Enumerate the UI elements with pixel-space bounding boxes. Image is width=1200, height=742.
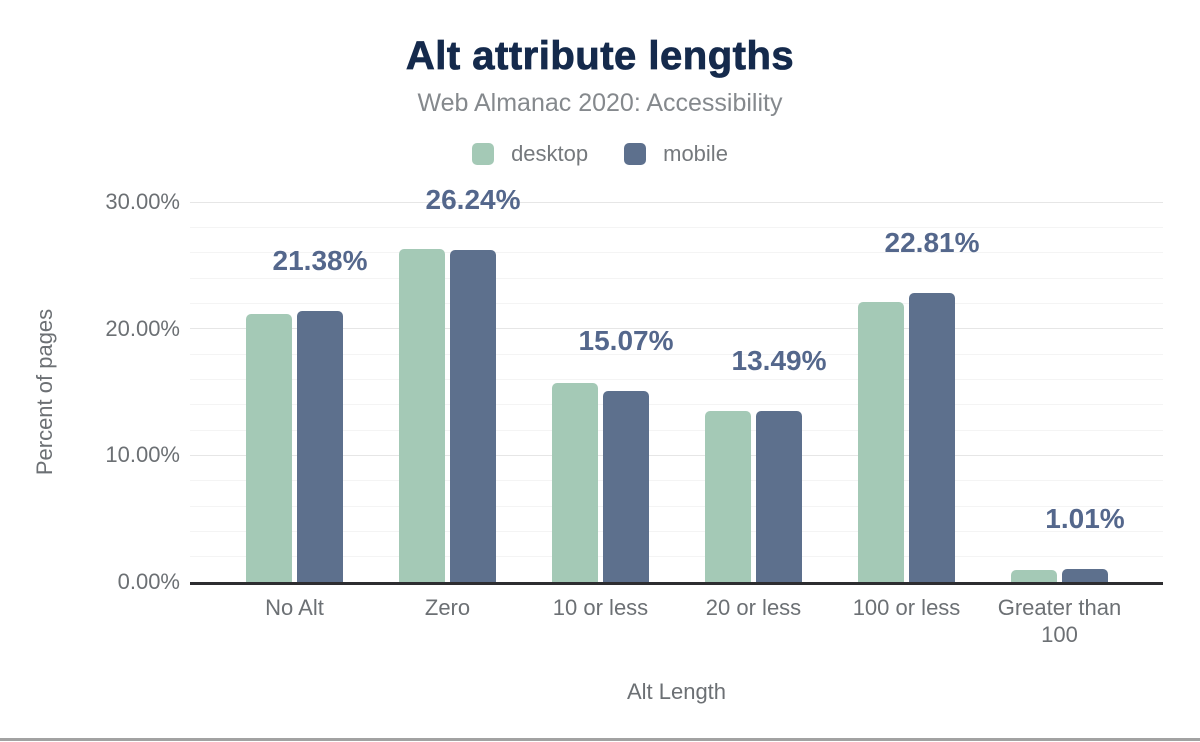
x-category-label: No Alt — [265, 595, 324, 620]
minor-gridline — [190, 302, 1163, 304]
data-label: 21.38% — [272, 245, 368, 277]
minor-gridline — [190, 378, 1163, 380]
bar-desktop[interactable] — [705, 410, 751, 582]
bar-mobile[interactable] — [450, 249, 496, 582]
y-tick-label: 20.00% — [105, 315, 180, 341]
bottom-border — [0, 738, 1200, 741]
minor-gridline — [190, 404, 1163, 406]
legend: desktop mobile — [0, 141, 1200, 167]
data-label: 15.07% — [578, 325, 674, 357]
data-label: 13.49% — [731, 345, 827, 377]
data-label: 1.01% — [1045, 503, 1125, 535]
data-label: 22.81% — [884, 227, 980, 259]
bar-group: 1.01% — [983, 202, 1136, 582]
y-tick-label: 10.00% — [105, 442, 180, 468]
chart-subtitle: Web Almanac 2020: Accessibility — [417, 89, 783, 117]
minor-gridline — [190, 252, 1163, 254]
bar-group: 15.07% — [524, 202, 677, 582]
x-category-label: Greater than 100 — [997, 595, 1122, 647]
major-gridline — [190, 328, 1163, 330]
minor-gridline — [190, 429, 1163, 431]
bar-mobile[interactable] — [756, 411, 802, 582]
x-category-label: 10 or less — [552, 595, 649, 620]
y-tick-label: 0.00% — [117, 569, 180, 594]
bar-desktop[interactable] — [399, 249, 445, 582]
minor-gridline — [190, 505, 1163, 507]
major-gridline — [190, 201, 1163, 203]
major-gridline — [190, 454, 1163, 456]
chart-title: Alt attribute lengths — [405, 34, 795, 79]
x-axis-line — [190, 582, 1163, 585]
bar-group: 22.81% — [830, 202, 983, 582]
x-category-label: Zero — [424, 595, 471, 620]
bar-desktop[interactable] — [1011, 569, 1057, 582]
bar-mobile[interactable] — [603, 391, 649, 582]
bar-mobile[interactable] — [1062, 569, 1108, 582]
legend-swatch-mobile — [624, 143, 647, 165]
bar-desktop[interactable] — [858, 301, 904, 582]
x-axis-title: Alt Length — [626, 679, 727, 704]
grid-area — [190, 201, 1163, 582]
legend-item-mobile[interactable]: mobile — [624, 141, 728, 167]
bar-group: 21.38% — [218, 202, 371, 582]
bar-group: 26.24% — [371, 185, 524, 582]
y-axis-title: Percent of pages — [32, 308, 57, 476]
minor-gridline — [190, 480, 1163, 482]
y-tick-label: 30.00% — [105, 189, 180, 214]
bar-group: 13.49% — [677, 202, 830, 582]
legend-swatch-desktop — [472, 143, 495, 165]
minor-gridline — [190, 530, 1163, 532]
bar-mobile[interactable] — [909, 293, 955, 582]
legend-item-desktop[interactable]: desktop — [472, 141, 588, 167]
minor-gridline — [190, 353, 1163, 355]
minor-gridline — [190, 226, 1163, 228]
bar-desktop[interactable] — [246, 313, 292, 582]
minor-gridline — [190, 277, 1163, 279]
minor-gridline — [190, 556, 1163, 558]
x-category-label: 100 or less — [852, 595, 961, 620]
legend-label: mobile — [663, 141, 728, 166]
data-label: 26.24% — [425, 183, 521, 215]
x-category-label: 20 or less — [705, 595, 802, 620]
bar-desktop[interactable] — [552, 383, 598, 582]
bars-area: 21.38% 26.24% 15.07% 13.49% 22.81% 1.01% — [218, 185, 1136, 582]
x-category-labels: No Alt Zero 10 or less 20 or less 100 or les… — [218, 594, 1136, 648]
legend-label: desktop — [511, 141, 589, 166]
bar-mobile[interactable] — [297, 311, 343, 582]
